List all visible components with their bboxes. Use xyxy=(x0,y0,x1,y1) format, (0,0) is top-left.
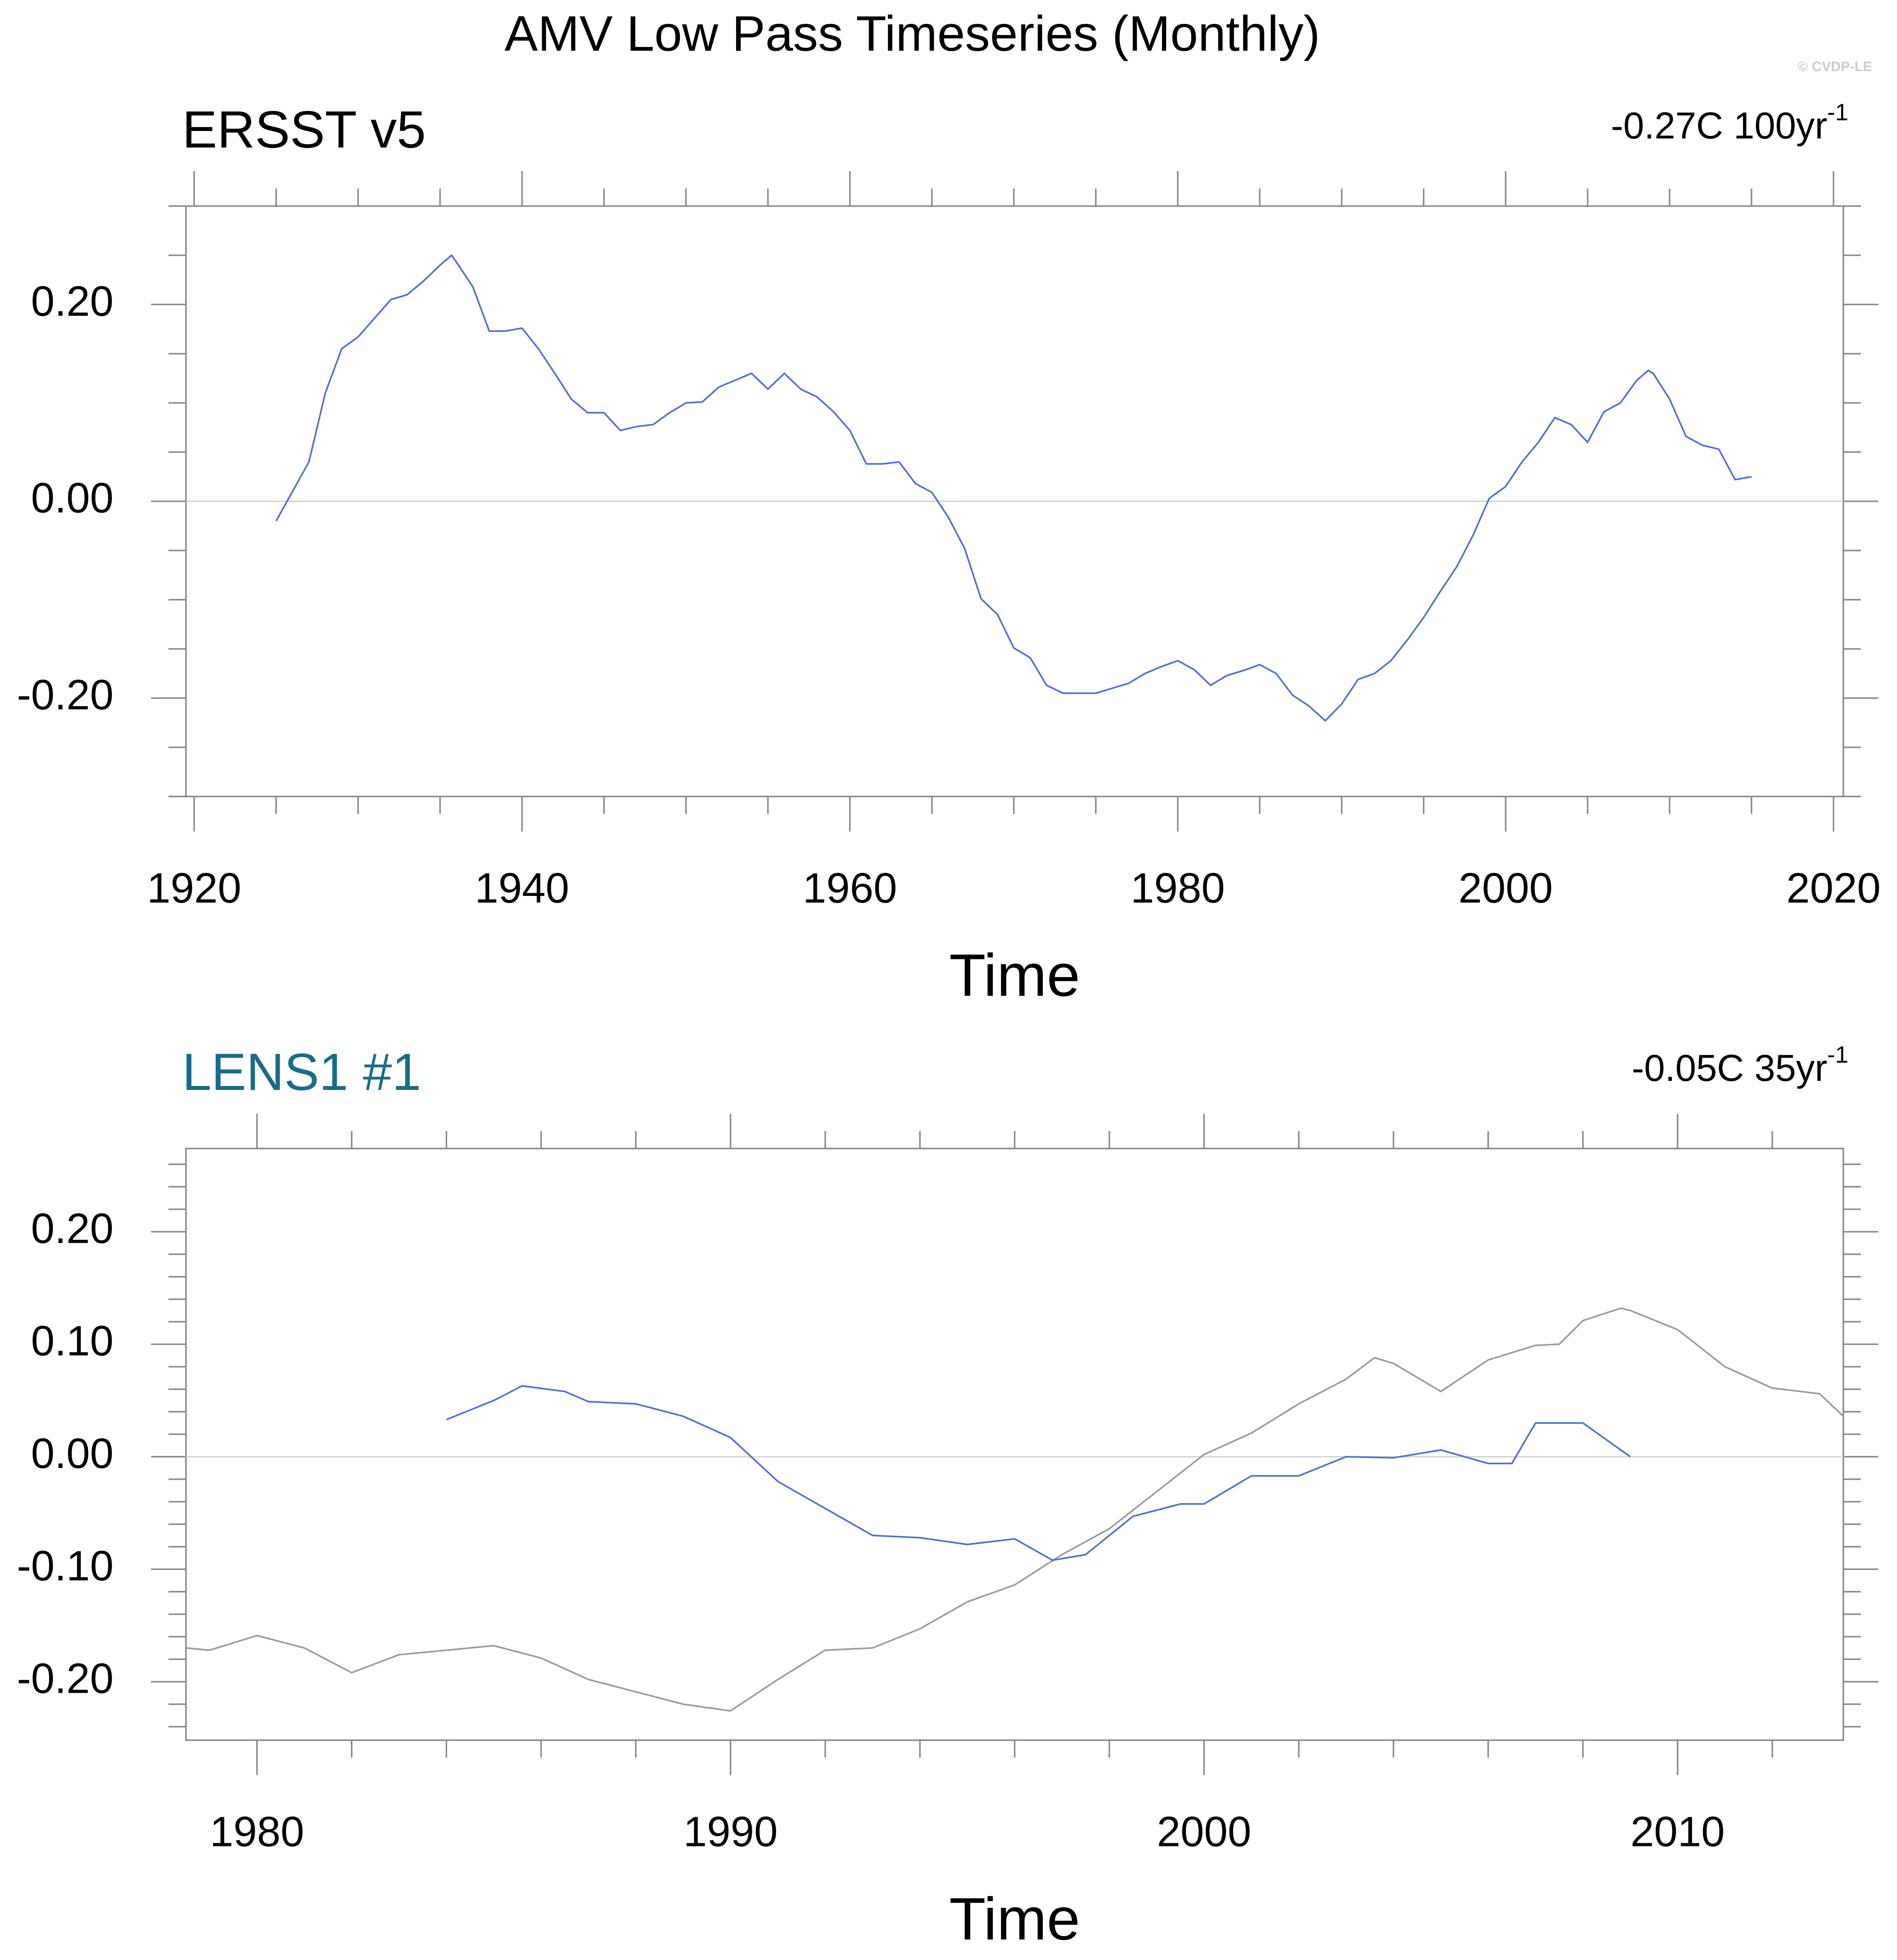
y-tick-label: -0.20 xyxy=(17,671,114,718)
y-tick-label: 0.20 xyxy=(31,1205,114,1252)
x-axis-label: Time xyxy=(949,942,1080,1009)
series-line xyxy=(446,1385,1631,1561)
x-tick-label: 2000 xyxy=(1458,865,1553,912)
right-title-sup: -1 xyxy=(1827,1041,1848,1068)
x-tick-label: 1980 xyxy=(210,1808,304,1856)
right-title-sup: -1 xyxy=(1827,99,1848,125)
x-tick-label: 2010 xyxy=(1630,1808,1725,1856)
x-tick-label: 1990 xyxy=(683,1808,778,1856)
x-tick-label: 2020 xyxy=(1786,865,1881,912)
right-title: -0.05C 35yr-1 xyxy=(1632,1041,1848,1089)
right-title: -0.27C 100yr-1 xyxy=(1611,99,1848,147)
x-tick-label: 1980 xyxy=(1131,865,1225,912)
left-title: ERSST v5 xyxy=(182,101,426,159)
right-title-main: -0.27C 100yr xyxy=(1611,105,1827,147)
series-line xyxy=(186,1307,1844,1712)
y-tick-label: 0.10 xyxy=(31,1318,114,1365)
x-axis-label: Time xyxy=(949,1886,1080,1952)
right-title-main: -0.05C 35yr xyxy=(1632,1047,1827,1089)
x-tick-label: 1940 xyxy=(475,865,570,912)
y-tick-label: 0.20 xyxy=(31,278,114,325)
series-line xyxy=(275,254,1752,722)
x-tick-label: 2000 xyxy=(1157,1808,1251,1856)
figure-title: AMV Low Pass Timeseries (Monthly) xyxy=(504,6,1320,62)
y-tick-label: -0.20 xyxy=(17,1655,114,1702)
left-title: LENS1 #1 xyxy=(182,1043,421,1101)
watermark: © CVDP-LE xyxy=(1798,59,1872,74)
x-tick-label: 1920 xyxy=(147,865,242,912)
y-tick-label: -0.10 xyxy=(17,1542,114,1590)
y-tick-label: 0.00 xyxy=(31,1430,114,1477)
x-tick-label: 1960 xyxy=(803,865,897,912)
y-tick-label: 0.00 xyxy=(31,475,114,522)
